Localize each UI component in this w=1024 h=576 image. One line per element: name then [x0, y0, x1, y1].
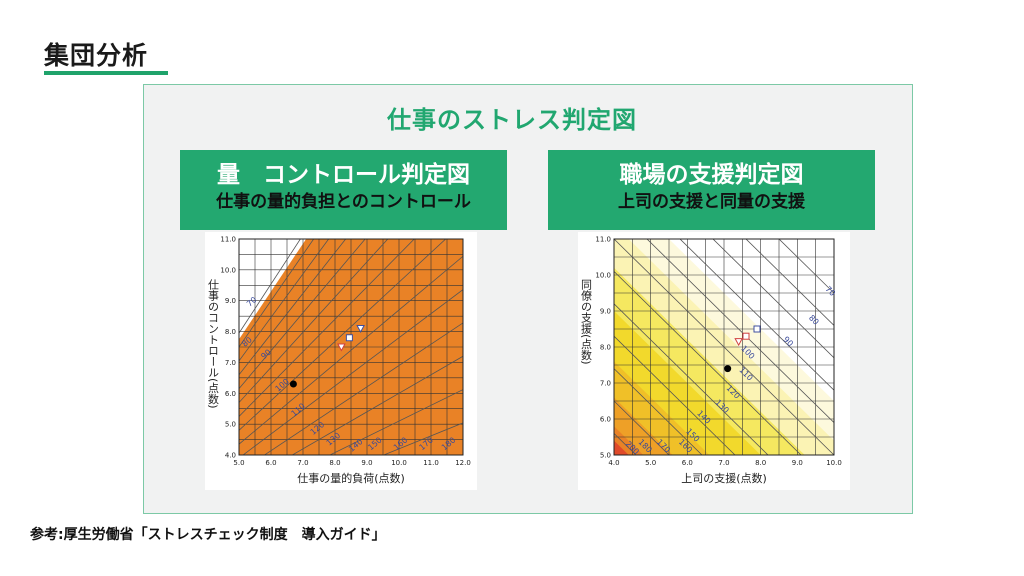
plot-area: [239, 239, 463, 455]
risk-contour-line: [614, 433, 637, 455]
chart-right-container: 4.0 5.0 6.0 7.0 8.0 9.0 10.0 5.0 6.0 7.0 8.0 9.0 10.…: [578, 232, 850, 490]
chart-header-right-title: 職場の支援判定図: [619, 162, 804, 188]
x-tick-label: 8.0: [755, 459, 766, 467]
chart-header-left-subtitle: 仕事の量的負担とのコントロール: [216, 192, 471, 212]
x-tick-label: 8.0: [329, 459, 340, 467]
reference-point-triangle: [337, 343, 346, 352]
reference-point-triangle: [734, 338, 744, 347]
x-tick-label: 11.0: [423, 459, 439, 467]
risk-contour-line: [614, 335, 736, 455]
risk-contour-line: [614, 400, 670, 455]
reference-point-square: [742, 332, 750, 340]
risk-contour-line: [291, 355, 463, 455]
chart-header-right-subtitle: 上司の支援と同量の支援: [618, 192, 805, 212]
plot-area: [614, 239, 834, 455]
y-tick-label: 6.0: [225, 390, 236, 398]
risk-contour-line: [646, 239, 834, 424]
risk-contour-line: [614, 271, 802, 455]
x-tick-label: 4.0: [608, 459, 619, 467]
risk-contour-line: [382, 422, 463, 455]
chart-header-left-title: 量 コントロール判定図: [217, 162, 470, 188]
risk-contour-line: [239, 239, 330, 362]
y-tick-label: 5.0: [600, 452, 611, 460]
y-tick-label: 11.0: [220, 236, 236, 244]
risk-contour-line: [329, 389, 463, 455]
x-tick-label: 10.0: [826, 459, 842, 467]
y-tick-label: 11.0: [595, 236, 611, 244]
risk-contour-line: [614, 239, 834, 455]
risk-contour-line: [239, 255, 463, 445]
risk-contour-line: [239, 239, 301, 334]
y-tick-label: 7.0: [225, 359, 236, 367]
risk-contour-line: [239, 239, 315, 348]
y-tick-label: 9.0: [600, 308, 611, 316]
panel-title: 仕事のストレス判定図: [387, 106, 637, 134]
plot-frame: [613, 238, 835, 456]
risk-value-label: 80: [807, 313, 821, 327]
reference-point-triangle: [356, 324, 365, 334]
x-tick-label: 6.0: [682, 459, 693, 467]
footer-reference: 参考:厚生労働省「ストレスチェック制度 導入ガイド」: [30, 527, 386, 543]
y-axis-label: 同僚の支援(点数): [580, 279, 593, 365]
chart-header-right: 職場の支援判定図 上司の支援と同量の支援: [548, 150, 875, 230]
y-tick-label: 7.0: [600, 380, 611, 388]
risk-contour-line: [778, 239, 834, 294]
risk-contour-line: [614, 368, 703, 455]
x-tick-label: 10.0: [391, 459, 407, 467]
risk-contour-line: [712, 239, 834, 359]
x-axis-label: 仕事の量的負荷(点数): [297, 471, 405, 485]
risk-contour-line: [242, 289, 463, 455]
x-tick-label: 6.0: [265, 459, 276, 467]
reference-point-square: [345, 334, 353, 342]
risk-contour-line: [239, 239, 366, 389]
risk-contour-line: [239, 239, 447, 431]
y-tick-label: 6.0: [600, 416, 611, 424]
risk-contour-line: [745, 239, 834, 326]
x-tick-label: 7.0: [718, 459, 729, 467]
risk-contour-line: [614, 303, 769, 455]
x-tick-label: 5.0: [233, 459, 244, 467]
group-result-point: [724, 365, 732, 373]
risk-zone-5: [614, 397, 673, 455]
risk-contour-line: [239, 239, 347, 376]
x-tick-label: 5.0: [645, 459, 656, 467]
x-tick-label: 12.0: [455, 459, 471, 467]
plot-frame: [238, 238, 464, 456]
group-result-point: [289, 380, 297, 388]
y-axis-label: 仕事のコントロール(点数): [207, 279, 220, 409]
y-tick-label: 5.0: [225, 421, 236, 429]
page-title: 集団分析: [44, 41, 149, 70]
x-tick-label: 9.0: [361, 459, 372, 467]
x-tick-label: 9.0: [792, 459, 803, 467]
chart-header-left: 量 コントロール判定図 仕事の量的負担とのコントロール: [180, 150, 507, 230]
y-tick-label: 8.0: [600, 344, 611, 352]
risk-contour-line: [239, 239, 389, 403]
risk-contour-line: [239, 239, 415, 417]
x-tick-label: 7.0: [297, 459, 308, 467]
risk-value-label: 70: [823, 284, 837, 298]
y-tick-label: 10.0: [220, 266, 236, 274]
risk-value-label: 90: [781, 335, 795, 349]
risk-zone-7: [614, 440, 629, 455]
chart-left-svg: 5.0 6.0 7.0 8.0 9.0 10.0 11.0 12.04.05.06.07.08…: [207, 236, 471, 486]
y-tick-label: 10.0: [595, 272, 611, 280]
y-tick-label: 8.0: [225, 328, 236, 336]
chart-left-container: 5.0 6.0 7.0 8.0 9.0 10.0 11.0 12.0 4.0 5.0 6.0 7.0 8…: [205, 232, 477, 490]
y-tick-label: 4.0: [225, 452, 236, 460]
title-underline: [44, 71, 168, 75]
reference-point-square: [753, 325, 761, 333]
y-tick-label: 9.0: [225, 297, 236, 305]
x-axis-label: 上司の支援(点数): [681, 471, 767, 485]
chart-right-svg: 4.0 5.0 6.0 7.0 8.0 9.0 10.05.06.07.08.09.010.…: [580, 236, 842, 486]
risk-contour-line: [263, 322, 463, 455]
risk-contour-line: [679, 239, 834, 391]
